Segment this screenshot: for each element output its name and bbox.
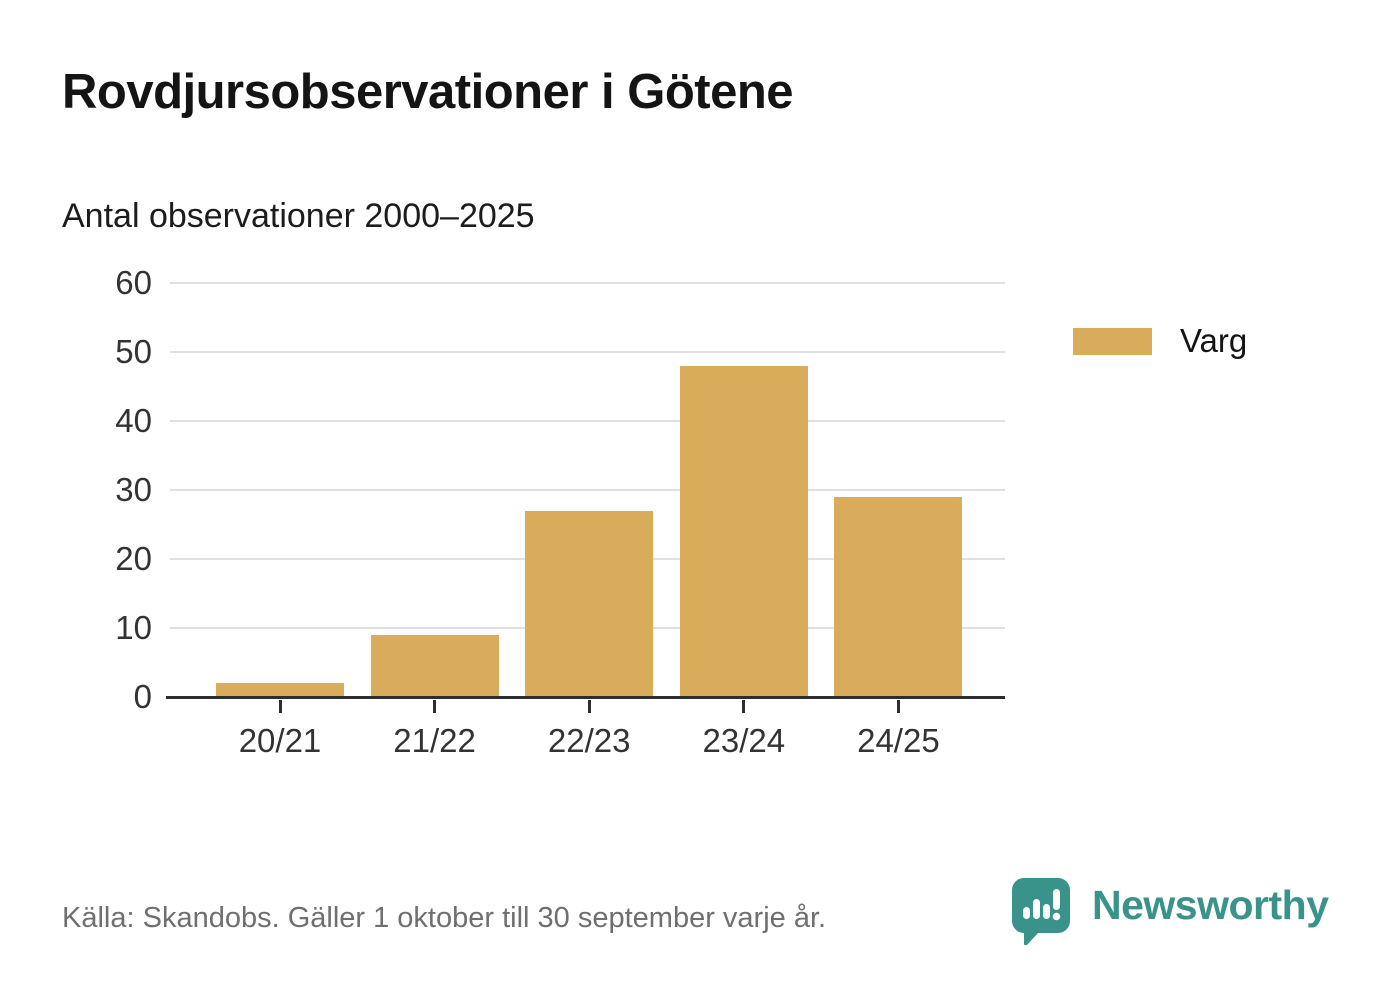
bar-21/22	[370, 634, 499, 697]
x-tick-22/23	[587, 700, 591, 713]
x-tick-21/22	[433, 700, 437, 713]
bar-22/23	[525, 510, 654, 697]
gridline-60	[170, 282, 1005, 284]
legend-swatch-varg	[1073, 327, 1152, 355]
x-axis-label-21/22: 21/22	[393, 722, 476, 759]
y-axis-label-20: 20	[115, 540, 152, 577]
newsworthy-brand-link[interactable]: Newsworthy	[1012, 878, 1329, 945]
y-axis-label-10: 10	[115, 609, 152, 646]
y-axis-label-60: 60	[115, 264, 152, 301]
y-axis-label-30: 30	[115, 471, 152, 508]
gridline-50	[170, 351, 1005, 353]
source-note: Källa: Skandobs. Gäller 1 oktober till 3…	[62, 902, 827, 934]
x-axis-label-23/24: 23/24	[702, 722, 786, 759]
brand-name: Newsworthy	[1092, 882, 1329, 928]
x-tick-23/24	[742, 700, 746, 713]
x-axis-line	[166, 696, 1005, 699]
x-tick-20/21	[278, 700, 282, 713]
legend-label-varg: Varg	[1180, 322, 1248, 359]
x-axis-label-22/23: 22/23	[547, 722, 631, 759]
bar-23/24	[679, 365, 808, 697]
newsworthy-logo-icon	[1012, 878, 1070, 945]
x-tick-24/25	[896, 700, 900, 713]
y-axis-label-50: 50	[115, 333, 152, 370]
gridline-40	[170, 420, 1005, 422]
y-axis-label-40: 40	[115, 402, 152, 439]
chart-subtitle: Antal observationer 2000–2025	[62, 197, 535, 235]
y-axis-label-0: 0	[133, 678, 152, 715]
x-axis-label-24/25: 24/25	[857, 722, 940, 759]
x-axis-label-20/21: 20/21	[238, 722, 322, 759]
bar-24/25	[834, 496, 963, 697]
gridline-30	[170, 489, 1005, 491]
page-title: Rovdjursobservationer i Götene	[62, 65, 794, 119]
bar-20/21	[216, 683, 344, 697]
legend: Varg	[1073, 322, 1247, 360]
